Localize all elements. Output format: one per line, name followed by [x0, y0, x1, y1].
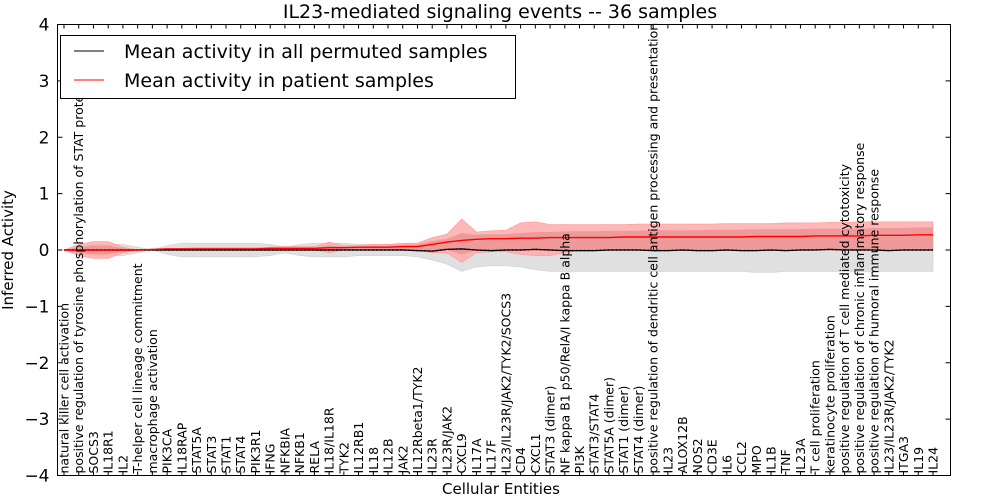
category-labels: natural killer cell activation positive r… — [57, 23, 941, 475]
y-axis-ticks: −4 −3 −2 −1 0 1 2 3 4 — [24, 16, 951, 487]
category-label: TNF — [778, 449, 793, 474]
y-tick-label: 4 — [39, 16, 50, 36]
legend-label-permuted: Mean activity in all permuted samples — [124, 41, 487, 63]
category-label: positive regulation of humoral immune re… — [867, 169, 882, 474]
category-label: RELA — [307, 441, 322, 474]
category-label: STAT4 (dimer) — [631, 386, 646, 474]
category-label: IL1B — [764, 446, 779, 473]
category-label: IL17F — [484, 440, 499, 474]
legend-box — [60, 35, 516, 99]
category-label: STAT3 — [204, 436, 219, 474]
category-label: IL23R — [425, 438, 440, 474]
category-label: positive regulation of tyrosine phosphor… — [71, 83, 86, 473]
y-tick-label: 0 — [39, 241, 50, 261]
category-label: NFKBIA — [277, 428, 292, 474]
category-label: IL18/IL18R — [322, 407, 337, 473]
y-tick-label: −1 — [24, 297, 49, 317]
category-label: macrophage activation — [145, 329, 160, 473]
category-label: STAT3/STAT4 — [587, 394, 602, 474]
category-label: natural killer cell activation — [57, 303, 72, 474]
category-label: JAK2 — [395, 445, 410, 474]
category-label: CD3E — [705, 439, 720, 473]
category-label: STAT3 (dimer) — [543, 386, 558, 474]
category-label: IL12B — [381, 438, 396, 473]
category-label: T cell proliferation — [808, 360, 823, 474]
category-label: keratinocyte proliferation — [822, 315, 837, 473]
chart-title: IL23-mediated signaling events -- 36 sam… — [283, 1, 717, 23]
category-label: PI3K — [572, 445, 587, 473]
category-label: STAT1 (dimer) — [616, 386, 631, 474]
legend: Mean activity in all permuted samples Me… — [60, 35, 516, 99]
category-label: IL2 — [115, 455, 130, 474]
category-label: IL12RB1 — [351, 422, 366, 474]
category-label: CD4 — [513, 447, 528, 473]
category-label: STAT4 — [233, 436, 248, 474]
category-label: IL23 — [660, 447, 675, 474]
category-label: STAT5A — [189, 427, 204, 474]
legend-label-patient: Mean activity in patient samples — [124, 70, 434, 92]
category-label: T-helper cell lineage commitment — [130, 263, 145, 474]
category-label: TYK2 — [336, 442, 351, 474]
permuted-mean-dots — [64, 248, 933, 252]
category-label: IL23/IL23R/JAK2/TYK2/SOCS3 — [498, 293, 513, 474]
y-axis-label: Inferred Activity — [0, 190, 17, 310]
category-label: CCL2 — [734, 441, 749, 473]
category-label: IL19 — [911, 447, 926, 474]
category-label: IL12Rbeta1/TYK2 — [410, 366, 425, 473]
category-label: MPO — [749, 445, 764, 473]
category-label: NFKB1 — [292, 432, 307, 473]
lines-layer — [63, 234, 934, 252]
category-label: IL18R1 — [101, 430, 116, 473]
x-axis-label: Cellular Entities — [442, 480, 560, 498]
category-label: STAT1 — [219, 436, 234, 474]
category-label: NF kappa B1 p50/RelA/I kappa B alpha — [557, 233, 572, 473]
category-label: IL23R/JAK2 — [439, 406, 454, 474]
category-label: ITGA3 — [896, 436, 911, 474]
category-label: STAT5A (dimer) — [602, 377, 617, 473]
category-label: positive regulation of chronic inflammat… — [852, 142, 867, 473]
category-label: IL23A — [793, 438, 808, 474]
y-tick-label: 2 — [39, 128, 50, 148]
y-tick-label: −4 — [24, 467, 49, 487]
category-label: IL24 — [926, 447, 941, 474]
category-label: IL17A — [469, 438, 484, 474]
y-tick-label: 1 — [39, 185, 50, 205]
category-label: ALOX12B — [675, 416, 690, 473]
category-label: CXCL9 — [454, 433, 469, 473]
patient-mean-line — [64, 234, 933, 251]
category-label: CXCL1 — [528, 433, 543, 473]
category-label: NOS2 — [690, 438, 705, 473]
category-label: SOCS3 — [86, 431, 101, 473]
category-label: PIK3R1 — [248, 429, 263, 473]
bands-layer — [63, 218, 934, 273]
y-tick-label: −2 — [24, 354, 49, 374]
y-tick-label: −3 — [24, 410, 49, 430]
plot-frame — [57, 24, 951, 476]
category-label: IFNG — [263, 444, 278, 474]
category-label: PIK3CA — [160, 428, 175, 473]
category-label: IL18 — [366, 447, 381, 474]
x-axis-ticks — [63, 24, 934, 476]
category-label: positive regulation of dendritic cell an… — [646, 23, 661, 474]
category-label: IL18RAP — [174, 422, 189, 473]
category-label: IL6 — [719, 455, 734, 474]
category-label: positive regulation of T cell mediated c… — [837, 163, 852, 473]
y-tick-label: 3 — [39, 72, 50, 92]
category-label: IL23/IL23R/JAK2/TYK2 — [881, 339, 896, 473]
